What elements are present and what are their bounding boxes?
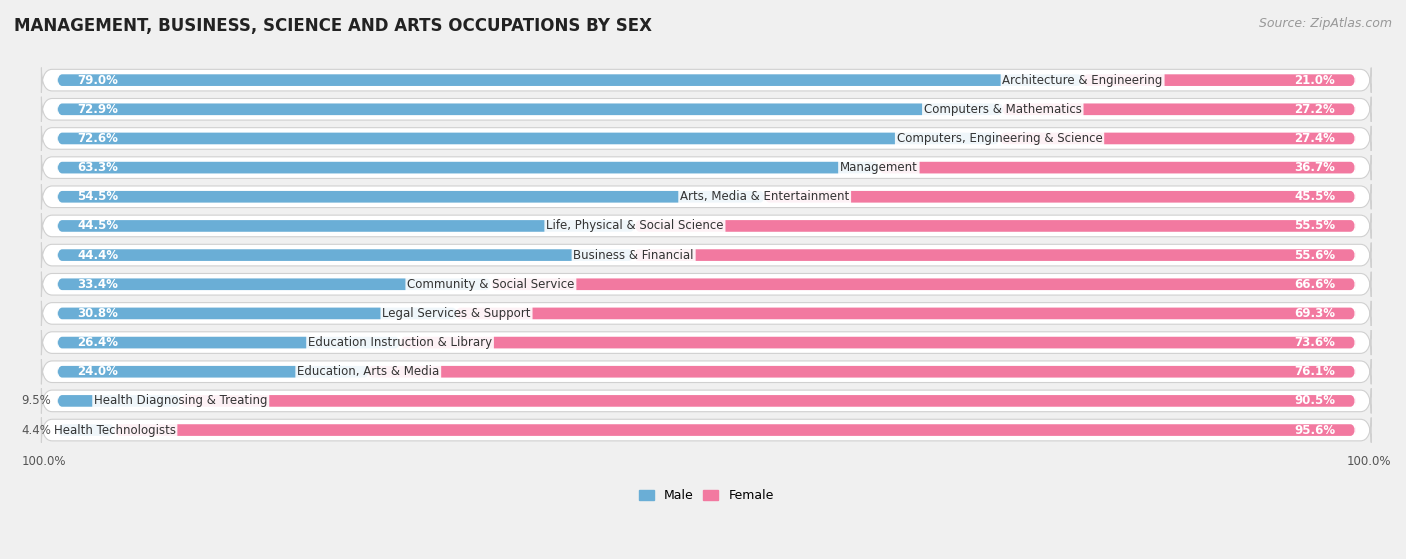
Text: 100.0%: 100.0% — [21, 455, 66, 468]
Text: 63.3%: 63.3% — [77, 161, 118, 174]
Text: 73.6%: 73.6% — [1295, 336, 1336, 349]
FancyBboxPatch shape — [41, 126, 1371, 151]
Legend: Male, Female: Male, Female — [634, 485, 779, 508]
Text: 100.0%: 100.0% — [1347, 455, 1391, 468]
Text: 45.5%: 45.5% — [1294, 190, 1336, 203]
FancyBboxPatch shape — [636, 220, 1355, 232]
Text: 69.3%: 69.3% — [1294, 307, 1336, 320]
Text: 26.4%: 26.4% — [77, 336, 118, 349]
FancyBboxPatch shape — [41, 418, 1371, 443]
FancyBboxPatch shape — [367, 366, 1355, 377]
FancyBboxPatch shape — [58, 191, 765, 202]
FancyBboxPatch shape — [41, 359, 1371, 384]
Text: 36.7%: 36.7% — [1295, 161, 1336, 174]
Text: 55.6%: 55.6% — [1294, 249, 1336, 262]
Text: Legal Services & Support: Legal Services & Support — [382, 307, 530, 320]
FancyBboxPatch shape — [181, 395, 1355, 407]
Text: Community & Social Service: Community & Social Service — [408, 278, 575, 291]
Text: 33.4%: 33.4% — [77, 278, 118, 291]
FancyBboxPatch shape — [58, 278, 491, 290]
Text: MANAGEMENT, BUSINESS, SCIENCE AND ARTS OCCUPATIONS BY SEX: MANAGEMENT, BUSINESS, SCIENCE AND ARTS O… — [14, 17, 652, 35]
FancyBboxPatch shape — [58, 74, 1083, 86]
Text: Health Diagnosing & Treating: Health Diagnosing & Treating — [94, 395, 267, 408]
FancyBboxPatch shape — [1002, 103, 1355, 115]
FancyBboxPatch shape — [58, 337, 401, 348]
Text: 54.5%: 54.5% — [77, 190, 118, 203]
FancyBboxPatch shape — [41, 97, 1371, 122]
FancyBboxPatch shape — [41, 389, 1371, 414]
Text: 21.0%: 21.0% — [1295, 74, 1336, 87]
FancyBboxPatch shape — [765, 191, 1355, 202]
FancyBboxPatch shape — [41, 330, 1371, 355]
FancyBboxPatch shape — [879, 162, 1355, 173]
FancyBboxPatch shape — [1000, 132, 1355, 144]
FancyBboxPatch shape — [58, 307, 457, 319]
Text: 24.0%: 24.0% — [77, 365, 118, 378]
Text: Source: ZipAtlas.com: Source: ZipAtlas.com — [1258, 17, 1392, 30]
FancyBboxPatch shape — [41, 68, 1371, 93]
FancyBboxPatch shape — [58, 366, 368, 377]
FancyBboxPatch shape — [41, 155, 1371, 180]
FancyBboxPatch shape — [1083, 74, 1355, 86]
FancyBboxPatch shape — [41, 214, 1371, 239]
FancyBboxPatch shape — [41, 184, 1371, 209]
Text: 4.4%: 4.4% — [21, 424, 51, 437]
Text: 44.4%: 44.4% — [77, 249, 118, 262]
Text: 44.5%: 44.5% — [77, 220, 118, 233]
Text: Education, Arts & Media: Education, Arts & Media — [297, 365, 440, 378]
FancyBboxPatch shape — [456, 307, 1355, 319]
Text: 27.2%: 27.2% — [1295, 103, 1336, 116]
Text: Computers & Mathematics: Computers & Mathematics — [924, 103, 1081, 116]
Text: 72.9%: 72.9% — [77, 103, 118, 116]
Text: 72.6%: 72.6% — [77, 132, 118, 145]
FancyBboxPatch shape — [58, 249, 634, 261]
FancyBboxPatch shape — [41, 272, 1371, 297]
Text: 90.5%: 90.5% — [1294, 395, 1336, 408]
FancyBboxPatch shape — [634, 249, 1355, 261]
Text: Management: Management — [839, 161, 918, 174]
Text: 95.6%: 95.6% — [1294, 424, 1336, 437]
Text: Education Instruction & Library: Education Instruction & Library — [308, 336, 492, 349]
FancyBboxPatch shape — [58, 220, 636, 232]
FancyBboxPatch shape — [58, 162, 879, 173]
Text: 55.5%: 55.5% — [1294, 220, 1336, 233]
FancyBboxPatch shape — [58, 132, 1000, 144]
Text: 66.6%: 66.6% — [1294, 278, 1336, 291]
Text: 27.4%: 27.4% — [1295, 132, 1336, 145]
FancyBboxPatch shape — [58, 395, 181, 407]
FancyBboxPatch shape — [58, 424, 115, 436]
FancyBboxPatch shape — [41, 301, 1371, 326]
Text: 79.0%: 79.0% — [77, 74, 118, 87]
Text: 30.8%: 30.8% — [77, 307, 118, 320]
Text: 9.5%: 9.5% — [21, 395, 51, 408]
FancyBboxPatch shape — [58, 103, 1004, 115]
FancyBboxPatch shape — [401, 337, 1355, 348]
FancyBboxPatch shape — [115, 424, 1355, 436]
Text: Architecture & Engineering: Architecture & Engineering — [1002, 74, 1163, 87]
Text: Health Technologists: Health Technologists — [53, 424, 176, 437]
Text: Computers, Engineering & Science: Computers, Engineering & Science — [897, 132, 1102, 145]
Text: 76.1%: 76.1% — [1295, 365, 1336, 378]
Text: Business & Financial: Business & Financial — [574, 249, 695, 262]
FancyBboxPatch shape — [41, 243, 1371, 268]
FancyBboxPatch shape — [491, 278, 1355, 290]
Text: Arts, Media & Entertainment: Arts, Media & Entertainment — [681, 190, 849, 203]
Text: Life, Physical & Social Science: Life, Physical & Social Science — [546, 220, 724, 233]
